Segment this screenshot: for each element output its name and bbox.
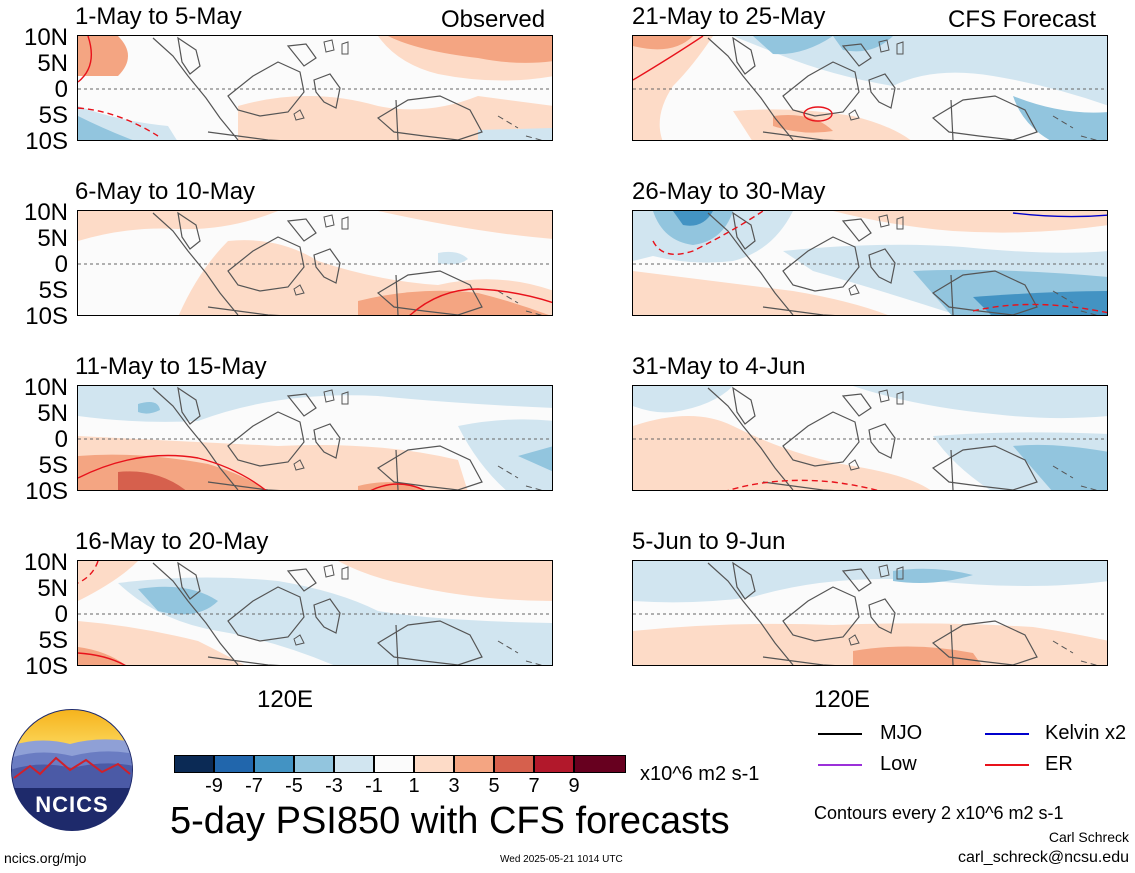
contour-note: Contours every 2 x10^6 m2 s-1	[814, 803, 1064, 823]
map-panel-l4	[77, 560, 553, 666]
ncics-logo: NCICS	[10, 708, 134, 832]
cbar-label: -9	[205, 775, 223, 797]
logo-text: NCICS	[35, 792, 109, 817]
cbar-label: 7	[528, 775, 540, 797]
cbar-swatch-0	[174, 755, 214, 773]
author: Carl Schreck	[1048, 829, 1129, 845]
lat-5n: 5N	[37, 50, 68, 77]
panel-title-l3: 11-May to 15-May	[75, 353, 267, 380]
colorbar-units: x10^6 m2 s-1	[640, 763, 760, 785]
panel-title-l4: 16-May to 20-May	[75, 528, 269, 555]
cbar-swatch-7	[454, 755, 494, 773]
cbar-label: 3	[448, 775, 460, 797]
map-panel-r1	[632, 35, 1108, 141]
cfs-forecast-label: CFS Forecast	[948, 6, 1097, 33]
lat-10n: 10N	[23, 374, 68, 401]
panel-title-l2: 6-May to 10-May	[75, 178, 256, 205]
cbar-label: 9	[568, 775, 580, 797]
main-title: 5-day PSI850 with CFS forecasts	[170, 800, 730, 842]
legend-line-low	[818, 764, 862, 766]
cbar-swatch-10	[574, 755, 626, 773]
lat-10n: 10N	[23, 199, 68, 226]
lat-5n: 5N	[37, 575, 68, 602]
legend-label-kelvin: Kelvin x2	[1045, 722, 1127, 744]
cbar-label: -1	[365, 775, 383, 797]
panel-title-r1: 21-May to 25-May	[632, 3, 826, 30]
legend-label-mjo: MJO	[880, 722, 923, 744]
map-panel-r4	[632, 560, 1108, 666]
cbar-swatch-2	[254, 755, 294, 773]
cbar-label: 5	[488, 775, 500, 797]
legend-line-kelvin	[985, 733, 1029, 735]
panel-title-r2: 26-May to 30-May	[632, 178, 826, 205]
map-panel-r2	[632, 210, 1108, 316]
cbar-label: 1	[408, 775, 420, 797]
lat-5s: 5S	[38, 452, 68, 479]
cbar-swatch-5	[374, 755, 414, 773]
cbar-label: -3	[325, 775, 343, 797]
panel-title-r4: 5-Jun to 9-Jun	[632, 528, 786, 555]
lat-0: 0	[54, 76, 68, 103]
map-panel-l2	[77, 210, 553, 316]
cbar-label: -7	[245, 775, 263, 797]
timestamp: Wed 2025-05-21 1014 UTC	[500, 854, 623, 865]
lon-label-right: 120E	[814, 686, 871, 713]
legend-label-low: Low	[880, 753, 917, 775]
lat-10s: 10S	[25, 128, 68, 155]
lat-0: 0	[54, 601, 68, 628]
panel-title-r3: 31-May to 4-Jun	[632, 353, 806, 380]
lat-10s: 10S	[25, 478, 68, 505]
map-panel-l1	[77, 35, 553, 141]
lat-5n: 5N	[37, 225, 68, 252]
cbar-swatch-3	[294, 755, 334, 773]
map-panel-l3	[77, 385, 553, 491]
cbar-swatch-6	[414, 755, 454, 773]
lat-5s: 5S	[38, 277, 68, 304]
lat-10s: 10S	[25, 303, 68, 330]
lat-5s: 5S	[38, 102, 68, 129]
lat-10n: 10N	[23, 549, 68, 576]
lat-0: 0	[54, 251, 68, 278]
legend-line-er	[985, 764, 1029, 766]
cbar-swatch-8	[494, 755, 534, 773]
lon-label-left: 120E	[257, 686, 314, 713]
lat-0: 0	[54, 426, 68, 453]
legend-label-er: ER	[1045, 753, 1073, 775]
map-panel-r3	[632, 385, 1108, 491]
panel-title-l1: 1-May to 5-May	[75, 3, 242, 30]
cbar-swatch-1	[214, 755, 254, 773]
legend-line-mjo	[818, 733, 862, 735]
cbar-label: -5	[285, 775, 303, 797]
observed-label: Observed	[441, 6, 546, 33]
footer-url[interactable]: ncics.org/mjo	[4, 850, 87, 866]
author-email[interactable]: carl_schreck@ncsu.edu	[958, 849, 1129, 866]
lat-5n: 5N	[37, 400, 68, 427]
lat-10n: 10N	[23, 24, 68, 51]
lat-10s: 10S	[25, 653, 68, 680]
cbar-swatch-4	[334, 755, 374, 773]
cbar-swatch-9	[534, 755, 574, 773]
lat-5s: 5S	[38, 627, 68, 654]
